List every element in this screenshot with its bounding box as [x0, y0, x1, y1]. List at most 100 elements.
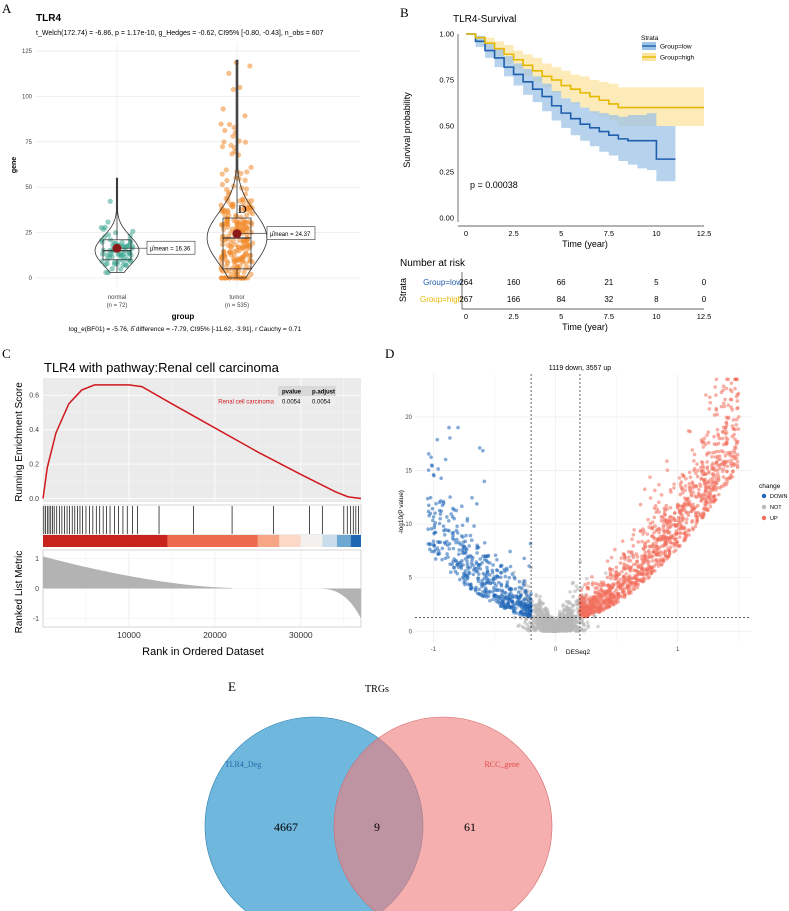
data-point [241, 269, 247, 275]
point-up [711, 472, 715, 477]
point-up [641, 547, 646, 551]
mean-label-text: μ̂mean = 16.36 [150, 247, 191, 253]
point-not [570, 614, 575, 619]
point-down [460, 551, 465, 555]
point-up [654, 557, 659, 562]
risk-table-xlabel: Time (year) [562, 322, 608, 332]
point-down [432, 544, 436, 548]
data-point [105, 269, 112, 276]
chart-c-ylabel-bottom: Ranked List Metric [14, 551, 25, 634]
x-tick-label: 10000 [117, 630, 141, 640]
point-down [448, 570, 453, 575]
point-not [596, 624, 600, 629]
point-up [688, 429, 692, 434]
point-up [716, 434, 721, 438]
point-up [707, 487, 712, 492]
point-up [630, 580, 635, 585]
point-not [548, 622, 553, 627]
point-down [432, 531, 436, 536]
point-up [652, 506, 657, 510]
point-up [652, 546, 657, 551]
data-point [127, 239, 133, 245]
point-up [657, 526, 661, 531]
point-up [675, 506, 680, 510]
point-up [672, 482, 676, 486]
panel-d-volcano-plot: D 1119 down, 3557 up 0 5 10 15 20 -1 0 1 -log10… [385, 346, 787, 656]
point-up [579, 599, 584, 604]
point-down [482, 540, 487, 545]
point-up [721, 384, 726, 389]
point-down [426, 527, 430, 531]
data-point [244, 238, 250, 244]
point-up [716, 474, 721, 479]
point-up [729, 405, 733, 410]
x-tick-n: (n = 72) [107, 303, 128, 309]
point-up [614, 587, 619, 592]
y-tick-label: 1 [35, 556, 39, 563]
data-point [248, 271, 254, 277]
x-tick-label: 10 [652, 229, 660, 238]
point-up [634, 562, 638, 566]
point-up [713, 385, 717, 389]
point-up [701, 445, 706, 449]
point-up [615, 592, 620, 597]
point-down [490, 568, 495, 573]
data-point [130, 244, 136, 250]
point-not [568, 590, 572, 594]
mean-label-box [146, 240, 196, 255]
point-down [447, 425, 451, 430]
x-tick-label: 2.5 [508, 229, 518, 238]
data-point [246, 242, 252, 248]
point-down [508, 587, 513, 592]
survival-curve-Group=low [466, 33, 676, 160]
point-down [447, 547, 452, 551]
point-up [653, 569, 657, 573]
point-up [695, 514, 700, 519]
point-down [456, 552, 461, 557]
point-up [715, 485, 719, 490]
point-up [657, 482, 661, 487]
point-up [722, 463, 727, 467]
point-down [443, 457, 448, 462]
risk-x-tick-label: 7.5 [604, 312, 614, 321]
point-down [524, 593, 529, 598]
point-up [725, 479, 730, 484]
violin-outline [206, 59, 268, 279]
point-down [488, 561, 492, 565]
data-point [231, 217, 237, 224]
point-down [433, 548, 438, 552]
mean-label-box [266, 226, 316, 240]
point-not [534, 606, 539, 611]
point-up [645, 567, 649, 571]
point-up [711, 450, 715, 455]
point-up [714, 480, 719, 485]
barcode-frame [42, 504, 362, 536]
point-down [527, 564, 531, 568]
chart-c-xlabel: Rank in Ordered Dataset [142, 646, 264, 658]
point-up [722, 404, 727, 409]
point-down [438, 512, 443, 516]
point-down [484, 558, 489, 563]
point-up [620, 569, 624, 574]
point-not [566, 607, 571, 611]
risk-cell: 5 [654, 278, 659, 287]
point-up [622, 575, 626, 579]
point-up [707, 407, 712, 411]
point-up [678, 492, 683, 497]
point-down [519, 593, 523, 598]
point-not [527, 584, 531, 589]
point-down [438, 516, 443, 521]
point-down [497, 594, 501, 599]
point-up [728, 450, 732, 455]
point-down [465, 519, 470, 523]
data-point [239, 254, 245, 260]
data-point [242, 177, 248, 183]
point-up [704, 393, 708, 397]
point-up [590, 581, 595, 585]
point-down [514, 611, 519, 615]
data-point [226, 70, 232, 76]
point-not [567, 600, 571, 604]
point-down [514, 601, 518, 605]
data-point [123, 262, 129, 268]
point-up [692, 459, 696, 463]
